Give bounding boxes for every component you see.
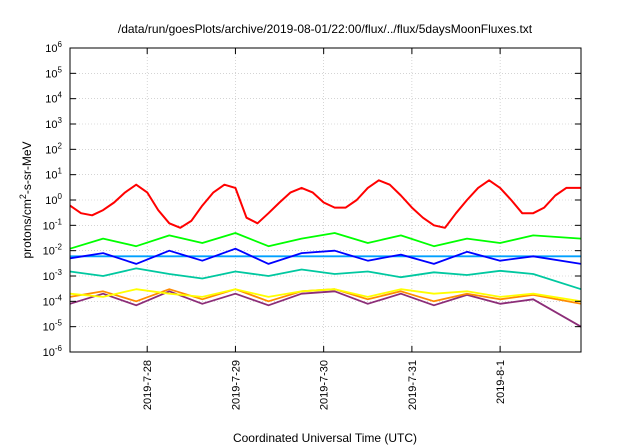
x-tick-label: 2019-7-29 <box>230 360 242 410</box>
y-tick-label: 10-3 <box>43 268 63 283</box>
x-axis-label: Coordinated Universal Time (UTC) <box>233 431 417 445</box>
grid <box>70 48 581 352</box>
y-tick-label: 10-5 <box>43 319 63 334</box>
series-group <box>69 179 582 328</box>
x-axis: 2019-7-28 2019-7-29 2019-7-30 2019-7-31 2019… <box>142 48 507 410</box>
y-tick-label: 100 <box>45 192 62 207</box>
series-line <box>69 267 582 291</box>
chart-title: /data/run/goesPlots/archive/2019-08-01/2… <box>118 22 533 36</box>
x-tick-label: 2019-7-28 <box>142 360 154 410</box>
y-tick-label: 101 <box>45 167 62 182</box>
series-line <box>69 247 582 265</box>
y-tick-label: 102 <box>45 141 62 156</box>
series-line <box>69 290 582 328</box>
y-tick-label: 103 <box>45 116 62 131</box>
y-axis-label: protons/cm2-s-sr-MeV <box>18 141 34 258</box>
series-line <box>69 288 582 303</box>
x-tick-label: 2019-8-1 <box>495 360 507 404</box>
y-axis: 10-6 10-5 10-4 10-3 10-2 10-1 100 101 102 103 104 1… <box>43 40 581 359</box>
y-tick-label: 10-1 <box>43 217 63 232</box>
y-tick-label: 10-4 <box>43 293 63 308</box>
y-tick-label: 10-2 <box>43 243 63 258</box>
y-tick-label: 104 <box>45 91 62 106</box>
y-tick-label: 10-6 <box>43 344 63 359</box>
x-tick-label: 2019-7-31 <box>407 360 419 410</box>
series-line <box>69 232 582 250</box>
series-line <box>69 179 581 229</box>
x-tick-label: 2019-7-30 <box>319 360 331 410</box>
y-tick-label: 105 <box>45 65 62 80</box>
y-tick-label: 106 <box>45 40 62 55</box>
